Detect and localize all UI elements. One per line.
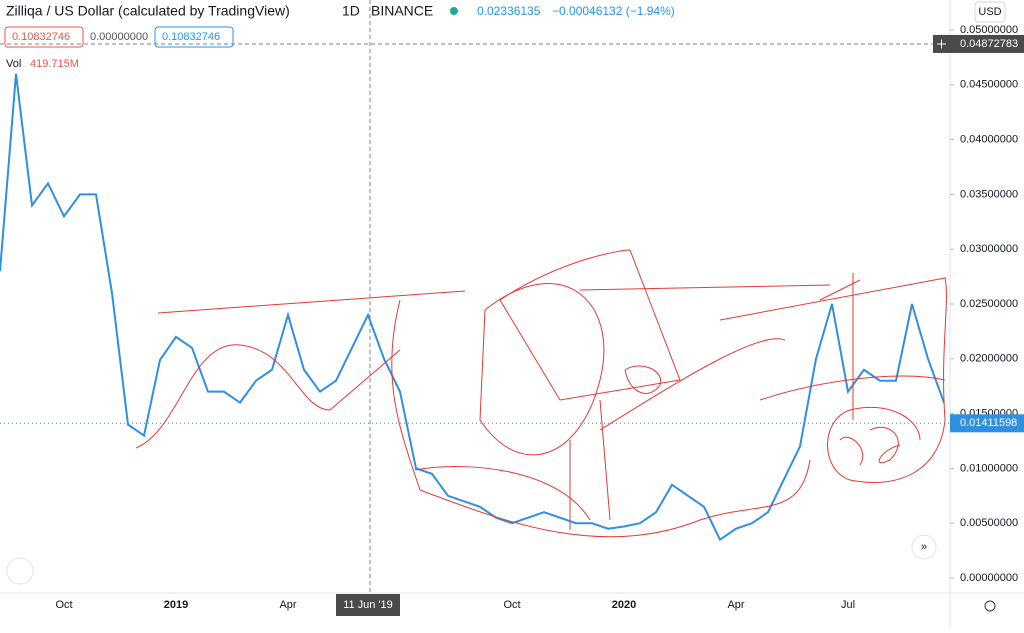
symbol: Zilliqa / US Dollar (calculated by Tradi… bbox=[6, 3, 290, 19]
input-value[interactable]: 0.10832746 bbox=[12, 31, 70, 43]
plus-icon bbox=[937, 39, 946, 49]
price: 0.02336135 bbox=[477, 4, 541, 18]
scroll-icon[interactable]: » bbox=[921, 541, 927, 553]
x-tick-label: Oct bbox=[55, 599, 72, 611]
logo[interactable] bbox=[6, 557, 34, 585]
change: −0.00046132 (−1.94%) bbox=[552, 4, 675, 18]
volume-label: Vol bbox=[6, 58, 21, 70]
y-tick-label: 0.03000000 bbox=[960, 243, 1018, 255]
input-box[interactable] bbox=[4, 26, 84, 48]
y-tick-label: 0.02500000 bbox=[960, 298, 1018, 310]
currency[interactable]: USD bbox=[978, 6, 1001, 18]
y-tick-label: 0.03500000 bbox=[960, 188, 1018, 200]
x-tick-label: Jul bbox=[841, 599, 855, 611]
x-tick-label: 2020 bbox=[612, 599, 636, 611]
y-tick-label: 0.01000000 bbox=[960, 462, 1018, 474]
settings-icon[interactable] bbox=[984, 600, 996, 612]
input-value[interactable]: 0.10832746 bbox=[162, 31, 220, 43]
last-price-label: 0.01411598 bbox=[960, 417, 1017, 429]
y-tick-label: 0.00500000 bbox=[960, 517, 1018, 529]
interval: 1D bbox=[342, 3, 360, 19]
x-tick-label: 11 Jun '19 bbox=[343, 599, 393, 611]
exchange: BINANCE bbox=[371, 3, 433, 19]
x-tick-label: 2019 bbox=[164, 599, 188, 611]
y-tick-label: 0.04500000 bbox=[960, 79, 1018, 91]
status-dot bbox=[450, 7, 458, 15]
currency-button[interactable] bbox=[974, 1, 1006, 23]
input-box[interactable] bbox=[154, 26, 234, 48]
crosshair-date-box bbox=[336, 594, 400, 616]
x-tick-label: Apr bbox=[727, 599, 744, 611]
y-tick-label: 0.02000000 bbox=[960, 353, 1018, 365]
x-tick-label: Oct bbox=[503, 599, 520, 611]
y-tick-label: 0.00000000 bbox=[960, 572, 1018, 584]
y-tick-label: 0.05000000 bbox=[960, 24, 1018, 36]
input-value: 0.00000000 bbox=[90, 31, 148, 43]
price-line bbox=[0, 73, 945, 542]
crosshair-price-label: 0.04872783 bbox=[960, 38, 1018, 50]
crosshair-price-box bbox=[950, 34, 1024, 53]
last-price-box bbox=[950, 414, 1024, 433]
scroll-button[interactable] bbox=[911, 534, 937, 560]
annotation-drawing bbox=[135, 249, 947, 538]
y-tick-label: 0.04000000 bbox=[960, 134, 1018, 146]
x-tick-label: Apr bbox=[279, 599, 296, 611]
volume-value: 419.715M bbox=[30, 58, 79, 70]
